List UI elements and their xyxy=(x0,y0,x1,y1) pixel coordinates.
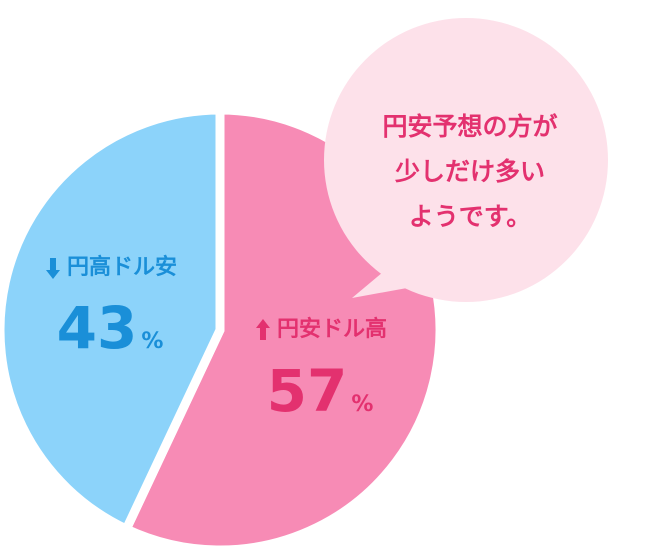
slice-label: 円高ドル安 xyxy=(67,254,177,280)
callout-text: ようです。 xyxy=(409,202,532,231)
callout-text: 円安予想の方が xyxy=(382,112,557,141)
slice-label: 円安ドル高 xyxy=(277,316,387,342)
arrow-icon xyxy=(45,258,60,279)
pie-slice xyxy=(0,105,225,536)
callout-bubble xyxy=(324,18,608,302)
callout: 円安予想の方が 少しだけ多い ようです。 xyxy=(324,18,608,302)
value-label: 43% xyxy=(57,294,164,362)
callout-text: 少しだけ多い xyxy=(394,157,545,186)
labels: 円安ドル高 57 % 円高ドル安 43% xyxy=(45,254,387,425)
value-label: 57% xyxy=(267,357,374,425)
arrow-icon xyxy=(255,319,270,340)
